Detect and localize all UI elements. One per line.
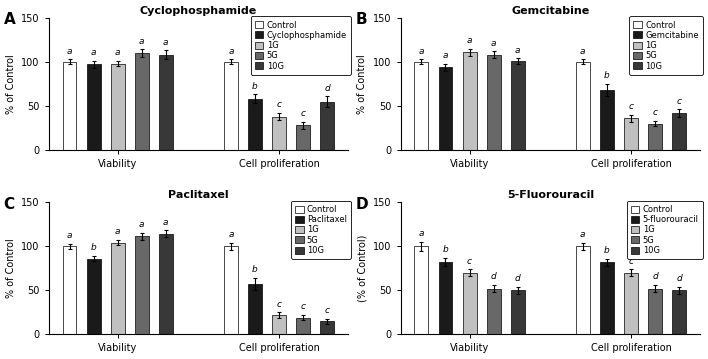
Bar: [62, 62, 76, 150]
Text: b: b: [252, 82, 258, 91]
Text: a: a: [418, 229, 424, 238]
Text: c: c: [325, 306, 330, 315]
Bar: [86, 258, 101, 335]
Text: a: a: [115, 228, 120, 237]
Bar: [135, 237, 149, 335]
Text: b: b: [252, 265, 258, 274]
Text: d: d: [491, 272, 496, 281]
Bar: [62, 246, 76, 335]
Bar: [462, 52, 476, 150]
Bar: [320, 321, 334, 335]
Y-axis label: % of Control: % of Control: [6, 54, 16, 114]
Bar: [438, 67, 452, 150]
Text: d: d: [652, 272, 658, 281]
Bar: [576, 62, 590, 150]
Y-axis label: % of Control: % of Control: [358, 54, 367, 114]
Text: D: D: [355, 197, 368, 212]
Text: b: b: [604, 71, 610, 80]
Bar: [648, 123, 662, 150]
Text: a: a: [418, 47, 424, 56]
Text: A: A: [4, 13, 16, 27]
Text: B: B: [355, 13, 367, 27]
Text: c: c: [629, 257, 634, 266]
Bar: [414, 62, 428, 150]
Bar: [576, 246, 590, 335]
Bar: [438, 262, 452, 335]
Bar: [624, 273, 638, 335]
Bar: [296, 125, 310, 150]
Bar: [159, 234, 173, 335]
Bar: [462, 273, 476, 335]
Text: d: d: [515, 274, 520, 283]
Text: c: c: [301, 303, 306, 312]
Bar: [296, 318, 310, 335]
Bar: [624, 118, 638, 150]
Bar: [648, 289, 662, 335]
Bar: [224, 246, 238, 335]
Bar: [135, 53, 149, 150]
Bar: [510, 61, 525, 150]
Bar: [272, 117, 286, 150]
Text: c: c: [467, 257, 472, 266]
Text: a: a: [228, 230, 234, 239]
Bar: [272, 315, 286, 335]
Text: b: b: [604, 246, 610, 255]
Bar: [159, 55, 173, 150]
Text: a: a: [67, 47, 72, 56]
Bar: [248, 284, 262, 335]
Text: a: a: [67, 231, 72, 240]
Text: a: a: [515, 46, 520, 55]
Text: a: a: [91, 48, 96, 57]
Text: b: b: [442, 245, 448, 254]
Bar: [672, 113, 686, 150]
Text: a: a: [115, 48, 120, 57]
Bar: [510, 290, 525, 335]
Text: a: a: [491, 39, 496, 48]
Bar: [414, 246, 428, 335]
Legend: Control, Gemcitabine, 1G, 5G, 10G: Control, Gemcitabine, 1G, 5G, 10G: [629, 17, 703, 75]
Legend: Control, Paclitaxel, 1G, 5G, 10G: Control, Paclitaxel, 1G, 5G, 10G: [291, 201, 351, 259]
Legend: Control, Cyclophosphamide, 1G, 5G, 10G: Control, Cyclophosphamide, 1G, 5G, 10G: [251, 17, 351, 75]
Text: a: a: [228, 47, 234, 56]
Bar: [600, 262, 614, 335]
Bar: [110, 64, 125, 150]
Text: d: d: [324, 84, 330, 93]
Text: a: a: [163, 38, 169, 47]
Title: Cyclophosphamide: Cyclophosphamide: [139, 5, 257, 15]
Text: a: a: [580, 230, 586, 239]
Text: a: a: [139, 220, 144, 229]
Text: c: c: [677, 97, 682, 106]
Text: c: c: [301, 109, 306, 118]
Bar: [110, 243, 125, 335]
Text: b: b: [91, 243, 96, 252]
Text: c: c: [277, 101, 282, 109]
Bar: [86, 65, 101, 150]
Title: 5-Fluorouracil: 5-Fluorouracil: [507, 190, 594, 200]
Y-axis label: % of Control: % of Control: [6, 238, 16, 298]
Text: c: c: [653, 108, 658, 117]
Text: C: C: [4, 197, 15, 212]
Bar: [672, 290, 686, 335]
Y-axis label: (% of Control): (% of Control): [358, 234, 367, 302]
Legend: Control, 5-fluorouracil, 1G, 5G, 10G: Control, 5-fluorouracil, 1G, 5G, 10G: [627, 201, 703, 259]
Title: Paclitaxel: Paclitaxel: [168, 190, 229, 200]
Bar: [248, 99, 262, 150]
Bar: [486, 289, 501, 335]
Text: a: a: [442, 51, 448, 60]
Text: c: c: [277, 300, 282, 309]
Bar: [224, 62, 238, 150]
Text: a: a: [580, 47, 586, 56]
Bar: [486, 55, 501, 150]
Text: a: a: [467, 36, 472, 45]
Text: a: a: [163, 218, 169, 227]
Title: Gemcitabine: Gemcitabine: [511, 5, 589, 15]
Bar: [320, 102, 334, 150]
Text: d: d: [676, 274, 682, 283]
Text: a: a: [139, 37, 144, 46]
Bar: [600, 90, 614, 150]
Text: c: c: [629, 102, 634, 111]
